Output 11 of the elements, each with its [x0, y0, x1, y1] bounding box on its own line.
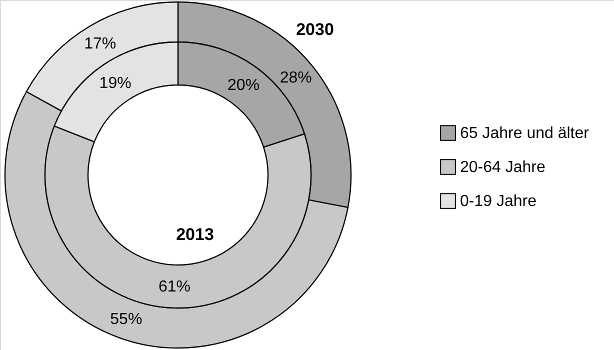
data-label: 28%	[280, 69, 312, 86]
slice-label: 2030	[296, 20, 334, 39]
data-label: 61%	[158, 278, 191, 296]
legend-label: 65 Jahre und älter	[460, 125, 590, 142]
data-label: 20%	[228, 76, 260, 94]
slice-label: 2013	[176, 225, 214, 244]
legend-label: 0-19 Jahre	[460, 193, 537, 210]
legend-label: 20-64 Jahre	[460, 159, 546, 176]
data-label: 19%	[99, 74, 132, 92]
data-label: 17%	[84, 35, 116, 52]
data-label: 55%	[110, 310, 142, 328]
